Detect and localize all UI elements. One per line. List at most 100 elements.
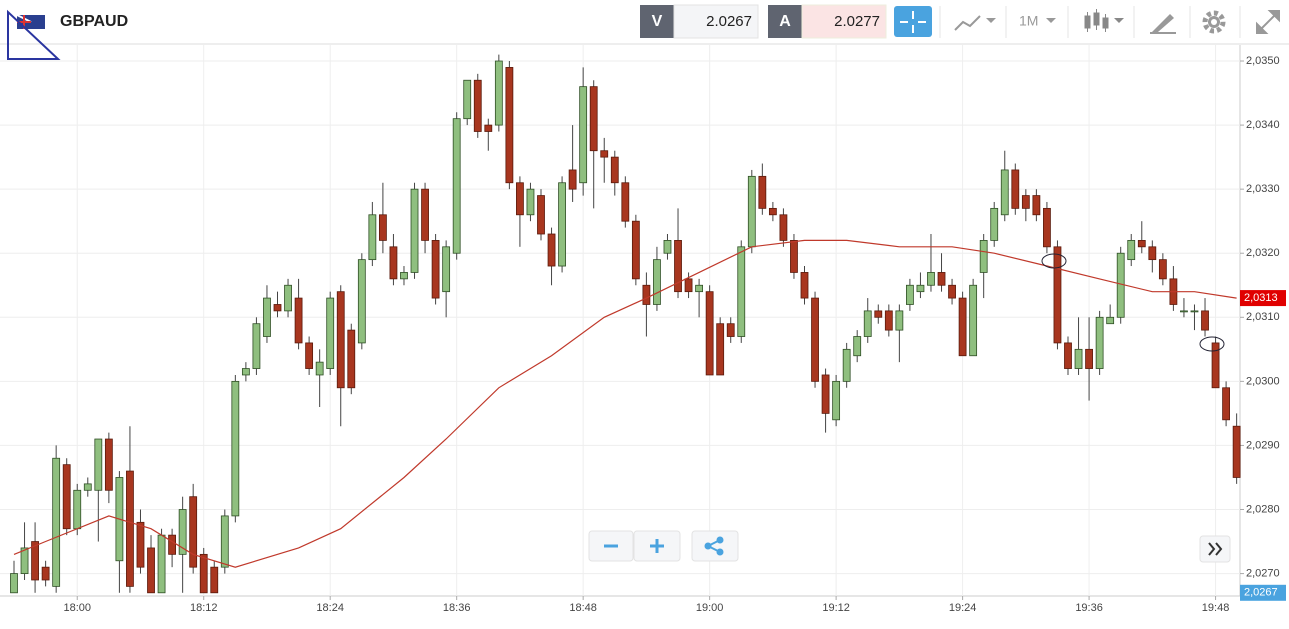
candle-body [389,246,398,280]
ask-price: 2.0277 [834,13,880,30]
candle-body [10,573,18,594]
x-tick-label: 19:12 [822,602,850,614]
candle-body [1190,310,1199,313]
share-button[interactable] [691,530,739,562]
bid-box[interactable] [673,4,759,39]
candle-body [1043,207,1051,248]
zoom-out-button[interactable] [588,530,634,562]
crosshair-button[interactable] [894,6,932,37]
candle-body [73,489,82,530]
candle-body [1116,252,1125,318]
candle-body [241,368,250,376]
ask-tag [768,5,802,38]
y-tick-label: 2,0310 [1246,311,1280,323]
scroll-end-button[interactable] [1199,535,1231,563]
candle-body [516,182,524,216]
candle-body [558,182,566,267]
candle-body [716,323,725,376]
candle-body [948,284,956,299]
candle-body [790,240,798,273]
flag-icon [7,9,61,60]
y-tick-label: 2,0270 [1246,567,1280,579]
candle-body [31,541,39,581]
candle-body [821,374,830,414]
y-tick-label: 2,0300 [1246,375,1280,387]
candle-body [1222,387,1230,421]
candle-body [1232,425,1241,478]
timeframe[interactable]: 1M [1019,13,1038,29]
candle-body [178,509,187,555]
bid-price: 2.0267 [706,13,752,30]
settings-button[interactable] [1202,10,1226,34]
candle-body [631,220,640,280]
ask-box[interactable] [801,4,887,39]
candle-body [610,156,619,184]
candle-body [663,240,672,254]
moving-average [13,239,1237,568]
candle-body [737,246,746,337]
candle-body [537,195,545,235]
candle-body [705,291,714,376]
bid-tag [640,5,674,38]
candle-body [832,380,841,421]
candle-body [1011,169,1020,209]
candle-body [431,240,440,299]
candle-body [252,323,261,369]
candle-body [20,547,29,574]
candle-body [315,361,324,376]
candle-body [589,86,598,152]
candle-body [83,483,92,491]
draw-button[interactable] [1150,14,1176,34]
price-badge-label: 2,0313 [1244,292,1278,304]
candle-body [600,150,609,158]
candle-body [916,284,925,293]
candle-body [874,310,883,318]
candle-body [231,380,240,517]
indicators-button[interactable] [954,15,996,31]
candle-body [378,214,387,241]
x-tick-label: 18:36 [443,602,471,614]
zoom-in-button[interactable] [633,530,681,562]
candle-body [1000,169,1009,216]
candle-body [147,547,155,594]
candle-body [410,188,419,273]
candle-body [326,297,335,369]
candle-body [758,175,767,209]
y-tick-label: 2,0320 [1246,247,1280,259]
candle-body [294,297,303,344]
candle-body [210,566,219,594]
candle-body [1148,246,1157,261]
y-tick-label: 2,0280 [1246,503,1280,515]
candle-body [336,291,345,389]
candle-body [421,188,429,241]
candle-body [136,521,145,568]
candle-body [653,259,661,305]
candle-body [126,470,134,587]
candle-body [463,79,472,120]
candle-body [779,214,788,241]
fullscreen-button[interactable] [1256,10,1280,34]
chart-type-button[interactable] [1084,9,1124,32]
candle-body [347,329,356,389]
symbol: GBPAUD [60,13,128,30]
candle-body [263,297,271,337]
candle-body [895,310,904,331]
candle-body [1064,342,1072,369]
candle-body [979,240,988,273]
candle-body [579,86,588,184]
x-tick-label: 18:24 [316,602,344,614]
candle-body [1106,316,1115,325]
marker-circle [1041,253,1067,269]
candle-body [800,272,809,299]
candle-body [1158,259,1167,280]
candle-body [220,515,229,568]
candle-body [273,304,282,312]
candle-body [484,124,493,132]
candle-body [104,438,113,491]
candle-body [505,67,514,184]
candle-body [442,246,451,293]
candle-body [1021,195,1030,209]
candle-body [1211,342,1220,389]
y-tick-label: 2,0340 [1246,119,1280,131]
